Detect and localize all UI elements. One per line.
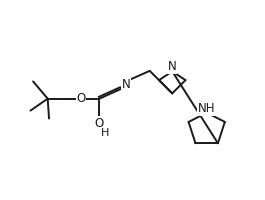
Text: O: O — [76, 92, 85, 105]
Text: NH: NH — [198, 102, 215, 115]
Text: H: H — [101, 128, 109, 138]
Text: N: N — [168, 60, 177, 73]
Text: N: N — [121, 78, 130, 91]
Text: O: O — [95, 117, 104, 130]
